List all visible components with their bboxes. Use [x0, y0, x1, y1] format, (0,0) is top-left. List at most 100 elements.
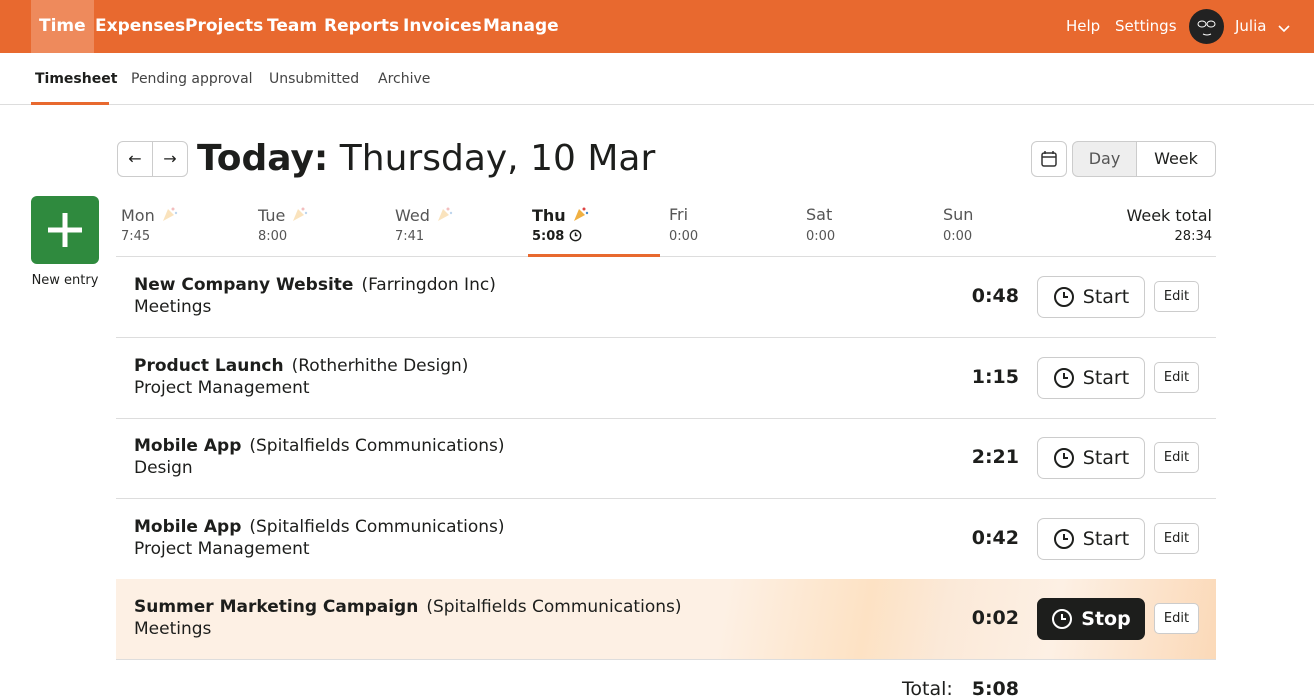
- day-total-text: 0:00: [669, 229, 699, 244]
- day-name[interactable]: Mon: [121, 205, 178, 225]
- party-icon: [293, 207, 308, 221]
- stop-button[interactable]: Stop: [1037, 598, 1145, 640]
- entry-time: 1:15: [971, 365, 1019, 388]
- nav-item[interactable]: Projects: [185, 16, 264, 36]
- calendar-button[interactable]: [1031, 141, 1067, 177]
- client-name: (Farringdon Inc): [361, 275, 496, 295]
- entry-time: 0:02: [971, 607, 1019, 629]
- day-view-button[interactable]: Day: [1072, 141, 1137, 177]
- clock-icon: [1052, 609, 1073, 629]
- heading-date: Thursday, 10 Mar: [339, 138, 656, 179]
- entry-project-line: Summer Marketing Campaign (Spitalfields C…: [134, 597, 681, 617]
- tabs-border: [0, 104, 1314, 105]
- top-nav: [0, 0, 1314, 53]
- day-underline: [528, 254, 660, 257]
- entry-project-line: New Company Website (Farringdon Inc): [134, 275, 496, 295]
- clock-icon: [1053, 528, 1074, 549]
- new-entry-label: New entry: [31, 273, 99, 288]
- project-name: Mobile App: [134, 516, 242, 537]
- nav-item[interactable]: Time: [31, 0, 94, 53]
- day-name[interactable]: Thu: [532, 205, 589, 225]
- project-name: Mobile App: [134, 436, 242, 456]
- tab[interactable]: Archive: [378, 71, 431, 87]
- edit-button[interactable]: Edit: [1154, 281, 1199, 312]
- start-button[interactable]: Start: [1037, 356, 1145, 399]
- client-name: (Spitalfields Communications): [249, 516, 505, 537]
- next-button[interactable]: →: [152, 141, 188, 177]
- nav-item[interactable]: Team: [267, 16, 318, 36]
- tab[interactable]: Timesheet: [35, 71, 118, 87]
- start-button[interactable]: Start: [1037, 276, 1145, 318]
- entry-task: Project Management: [134, 538, 310, 559]
- project-name: Product Launch: [134, 355, 284, 376]
- new-entry-button[interactable]: [31, 196, 99, 264]
- running-clock: [569, 229, 582, 242]
- entry-time: 0:48: [971, 285, 1019, 307]
- button-label: Start: [1082, 366, 1130, 389]
- day-total-text: 0:00: [806, 229, 836, 244]
- button-label: Start: [1082, 447, 1130, 469]
- client-name: (Spitalfields Communications): [249, 436, 505, 456]
- entry-project-line: Mobile App (Spitalfields Communications): [134, 436, 505, 456]
- entry-time: 0:42: [971, 526, 1019, 549]
- entry-row: [116, 418, 1216, 499]
- caret: [1278, 25, 1290, 33]
- prev-button[interactable]: ←: [117, 141, 153, 177]
- user-menu-caret[interactable]: [1277, 20, 1291, 39]
- heading-prefix: Today:: [197, 138, 329, 179]
- entry-row: [116, 257, 1216, 338]
- day-total: 5:08: [532, 229, 582, 244]
- day-label: Sun: [943, 205, 974, 224]
- day-total-text: 8:00: [258, 229, 288, 244]
- total-value: 5:08: [971, 678, 1019, 700]
- client-name: (Rotherhithe Design): [291, 355, 469, 376]
- user-name[interactable]: Julia: [1235, 17, 1267, 35]
- party-icon: [574, 207, 589, 221]
- day-total: 8:00: [258, 229, 287, 244]
- edit-button[interactable]: Edit: [1154, 603, 1199, 634]
- day-label: Tue: [258, 206, 286, 225]
- tab[interactable]: Unsubmitted: [269, 71, 360, 87]
- day-label: Wed: [395, 206, 430, 225]
- start-button[interactable]: Start: [1037, 517, 1145, 560]
- clock-icon: [1053, 367, 1074, 388]
- page-heading: Today: Thursday, 10 Mar: [197, 136, 655, 182]
- plus-icon: [48, 213, 82, 247]
- calendar-icon: [1041, 151, 1057, 167]
- tab[interactable]: Pending approval: [131, 71, 253, 87]
- day-name[interactable]: Tue: [258, 205, 308, 225]
- entry-project-line: Product Launch (Rotherhithe Design): [134, 356, 468, 376]
- day-label: Sat: [806, 205, 833, 224]
- party-icon: [437, 207, 453, 221]
- entry-row: [116, 338, 1216, 419]
- button-label: Stop: [1081, 608, 1131, 630]
- nav-link[interactable]: Settings: [1115, 17, 1177, 35]
- client-name: (Spitalfields Communications): [426, 597, 682, 617]
- clock-icon: [1053, 448, 1074, 468]
- nav-item[interactable]: Expenses: [95, 16, 186, 36]
- edit-button[interactable]: Edit: [1154, 442, 1199, 473]
- nav-item[interactable]: Manage: [483, 16, 559, 36]
- nav-link[interactable]: Help: [1066, 17, 1101, 35]
- total-label: Total:: [902, 678, 953, 700]
- avatar-face: [1197, 20, 1216, 36]
- day-total-text: 0:00: [943, 229, 973, 244]
- day-name[interactable]: Fri: [669, 205, 688, 224]
- day-name[interactable]: Sat: [806, 205, 832, 224]
- nav-item[interactable]: Invoices: [403, 16, 482, 36]
- start-button[interactable]: Start: [1037, 437, 1145, 479]
- edit-button[interactable]: Edit: [1154, 361, 1199, 393]
- nav-item[interactable]: Reports: [324, 16, 400, 36]
- entry-task: Meetings: [134, 619, 212, 639]
- project-name: Summer Marketing Campaign: [134, 597, 419, 617]
- day-name[interactable]: Wed: [395, 205, 453, 225]
- avatar[interactable]: [1189, 9, 1224, 44]
- edit-button[interactable]: Edit: [1154, 522, 1199, 554]
- button-label: Start: [1082, 286, 1130, 308]
- week-view-button[interactable]: Week: [1136, 141, 1216, 177]
- party-icon: [162, 207, 178, 221]
- day-name[interactable]: Sun: [943, 205, 973, 224]
- day-total-text: 7:45: [121, 229, 151, 244]
- button-label: Start: [1082, 527, 1130, 550]
